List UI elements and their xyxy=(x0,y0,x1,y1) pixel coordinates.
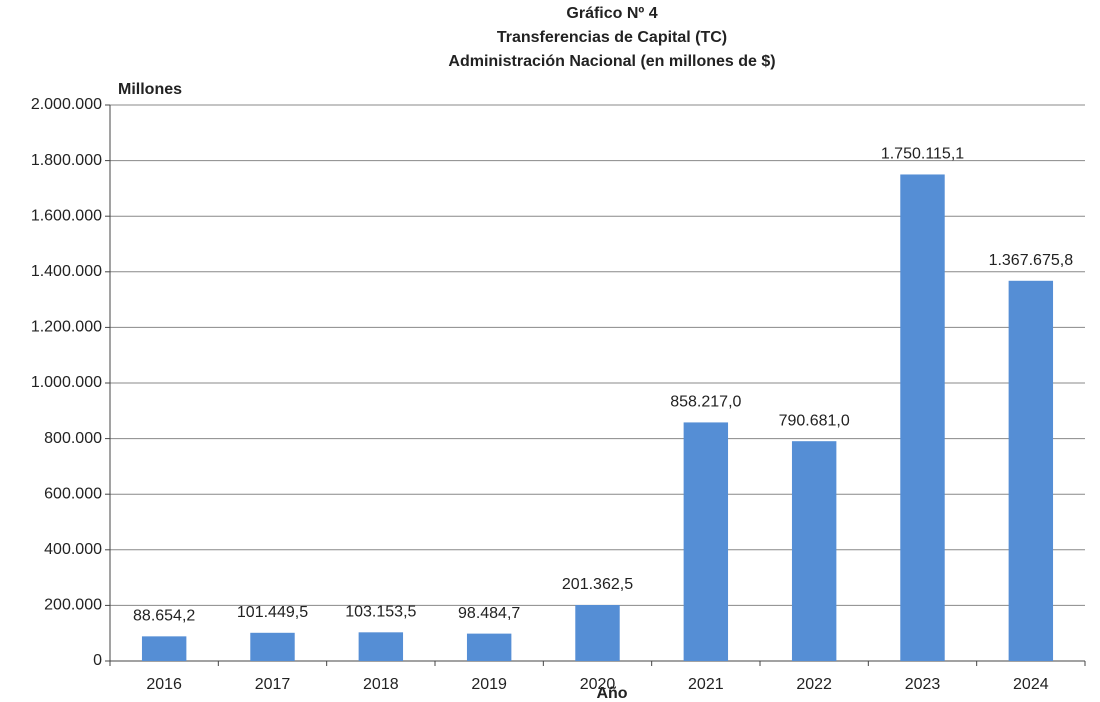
chart-title: Gráfico Nº 4 xyxy=(566,5,657,22)
bar xyxy=(900,174,945,661)
x-tick-label: 2023 xyxy=(905,676,941,693)
y-tick-label: 400.000 xyxy=(44,541,102,558)
y-tick-label: 0 xyxy=(93,652,102,669)
data-label: 88.654,2 xyxy=(133,608,195,625)
bar xyxy=(358,632,404,661)
bar xyxy=(141,636,187,661)
x-tick-label: 2024 xyxy=(1013,676,1049,693)
x-tick-label: 2019 xyxy=(471,676,507,693)
data-label: 98.484,7 xyxy=(458,605,520,622)
x-tick-label: 2022 xyxy=(796,676,832,693)
x-tick-label: 2017 xyxy=(255,676,291,693)
data-label: 201.362,5 xyxy=(562,576,633,593)
data-label: 1.367.675,8 xyxy=(989,252,1074,269)
bar xyxy=(683,422,729,661)
y-tick-label: 600.000 xyxy=(44,485,102,502)
x-tick-label: 2018 xyxy=(363,676,399,693)
y-tick-label: 200.000 xyxy=(44,597,102,614)
data-label: 103.153,5 xyxy=(345,604,416,621)
y-tick-label: 1.200.000 xyxy=(31,319,102,336)
y-tick-label: 1.800.000 xyxy=(31,152,102,169)
bar xyxy=(466,633,512,661)
data-label: 790.681,0 xyxy=(779,412,850,429)
y-tick-label: 800.000 xyxy=(44,430,102,447)
data-label: 101.449,5 xyxy=(237,604,308,621)
x-tick-label: 2016 xyxy=(146,676,182,693)
bar xyxy=(250,632,295,661)
y-tick-label: 1.000.000 xyxy=(31,374,102,391)
bar xyxy=(791,441,837,661)
y-axis-label: Millones xyxy=(118,81,182,98)
y-tick-label: 2.000.000 xyxy=(31,96,102,113)
bar xyxy=(1008,280,1054,661)
data-label: 1.750.115,1 xyxy=(881,146,964,163)
y-tick-label: 1.600.000 xyxy=(31,207,102,224)
bar xyxy=(575,605,620,661)
x-tick-label: 2021 xyxy=(688,676,724,693)
x-tick-label: 2020 xyxy=(580,676,616,693)
chart-title: Transferencias de Capital (TC) xyxy=(497,29,727,46)
data-label: 858.217,0 xyxy=(670,394,741,411)
x-axis-label: Año xyxy=(596,685,627,702)
chart-title: Administración Nacional (en millones de … xyxy=(448,53,775,70)
y-tick-label: 1.400.000 xyxy=(31,263,102,280)
